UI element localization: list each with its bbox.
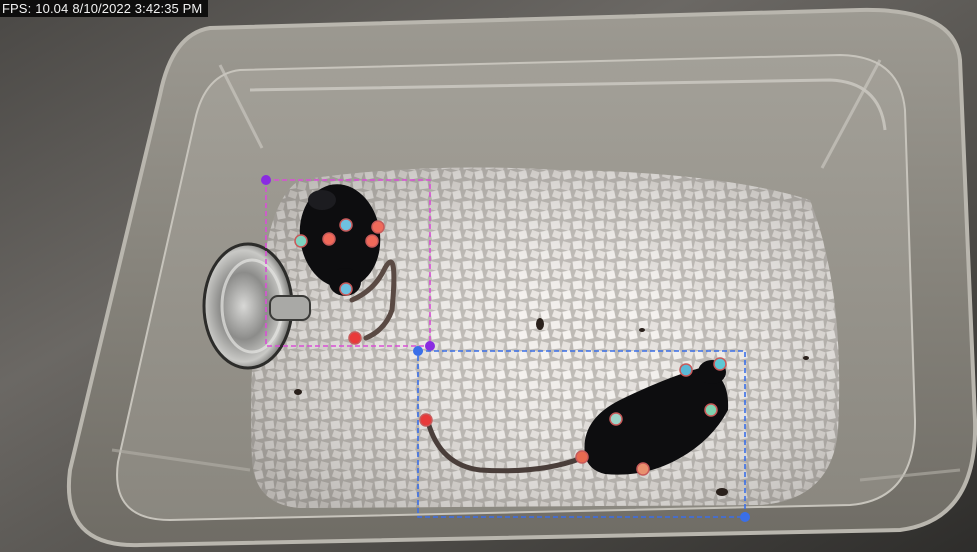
mouse-2-box-corner-bottom-right	[740, 512, 750, 522]
mouse-2-keypoint-tail-tip	[419, 413, 433, 427]
mouse-1-keypoint-body-right	[371, 220, 385, 234]
mouse-1-box-corner-bottom-right	[425, 341, 435, 351]
mouse-1-bounding-box	[265, 179, 431, 347]
mouse-2-keypoint-nose	[679, 363, 693, 377]
mouse-2-bounding-box	[417, 350, 746, 518]
mouse-1-keypoint-body-left	[365, 234, 379, 248]
mouse-2-keypoint-hip	[636, 462, 650, 476]
mouse-2-keypoint-tail-base	[575, 450, 589, 464]
mouse-1-box-corner-top-left	[261, 175, 271, 185]
fps-value: 10.04	[35, 1, 69, 16]
detection-overlay	[261, 175, 750, 522]
mouse-1	[299, 184, 397, 341]
mouse-2-keypoint-ear-right	[704, 403, 718, 417]
mouse-1-keypoint-ear-left	[294, 234, 308, 248]
mouse-2-detection	[413, 346, 750, 522]
mouse-1-keypoint-center	[339, 282, 353, 296]
water-bowl	[202, 242, 311, 370]
mouse-1-keypoint-ear-right	[322, 232, 336, 246]
mouse-1-keypoint-head	[339, 218, 353, 232]
camera-hud: FPS: 10.04 8/10/2022 3:42:35 PM	[0, 0, 209, 17]
mouse-2-box-corner-top-left	[413, 346, 423, 356]
mouse-2-keypoint-center	[609, 412, 623, 426]
mouse-2-keypoint-ear-left	[713, 357, 727, 371]
timestamp: 8/10/2022 3:42:35 PM	[72, 1, 203, 16]
fps-label: FPS:	[2, 1, 32, 16]
mouse-1-keypoint-tail-base	[348, 331, 362, 345]
mouse-1-detection	[261, 175, 435, 351]
